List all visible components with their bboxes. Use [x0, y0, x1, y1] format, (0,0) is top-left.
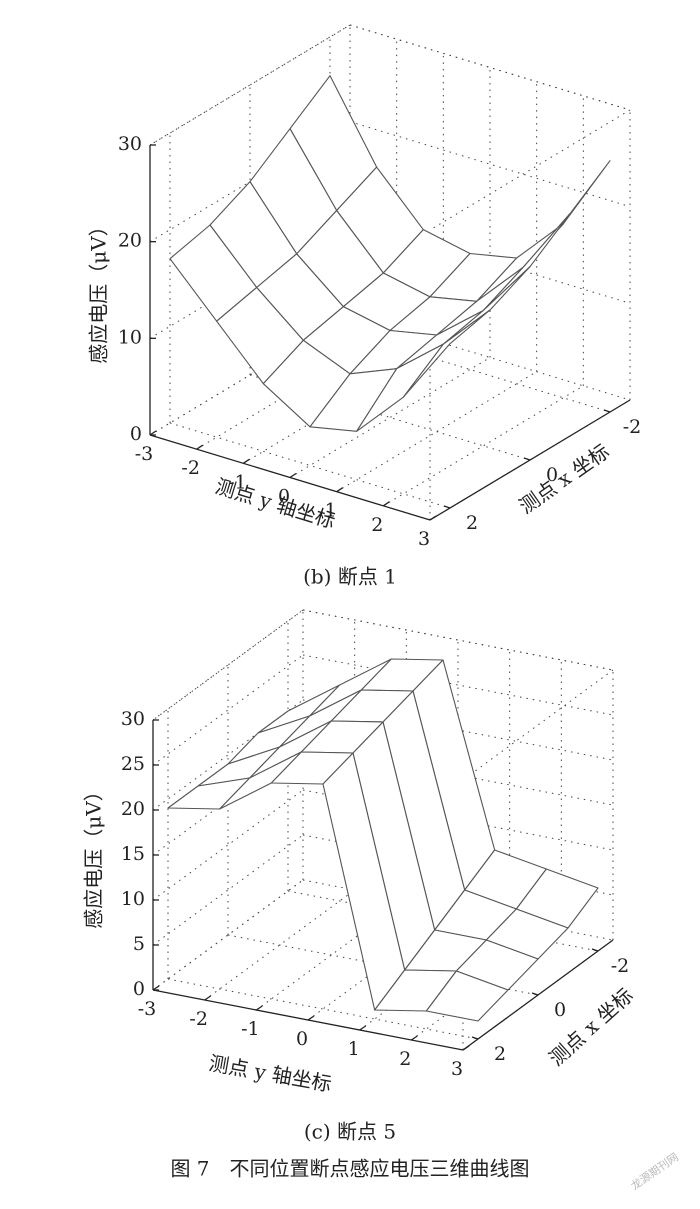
- x-tick: [471, 1036, 479, 1040]
- caption: (b) 断点 1: [303, 565, 397, 589]
- y-tick-label: -2: [181, 457, 200, 479]
- z-tick-label: 15: [121, 843, 145, 865]
- x-tick-label: -2: [623, 416, 642, 438]
- grid-line: [152, 609, 304, 721]
- z-tick-label: 10: [121, 888, 145, 910]
- box-edge: [152, 609, 304, 721]
- z-tick-label: 0: [133, 978, 145, 1000]
- x-tick: [443, 505, 451, 509]
- y-tick-label: 3: [418, 528, 430, 550]
- grid-line: [167, 978, 479, 1040]
- y-tick: [382, 501, 390, 507]
- x-tick: [523, 457, 531, 461]
- z-axis-label: 感应电压（μV）: [82, 781, 106, 928]
- z-tick-label: 20: [118, 230, 142, 252]
- grid-line: [302, 609, 614, 671]
- y-tick: [255, 1005, 263, 1011]
- box-edge: [302, 609, 614, 671]
- watermark: 龙源期刊网: [628, 1150, 681, 1193]
- z-tick-label: 0: [130, 423, 142, 445]
- grid-line: [287, 890, 599, 952]
- z-tick-label: 25: [121, 753, 145, 775]
- y-tick: [204, 995, 212, 1001]
- x-tick-label: 0: [554, 999, 566, 1021]
- caption: (c) 断点 5: [304, 1120, 396, 1144]
- z-tick-label: 10: [118, 326, 142, 348]
- grid-line: [227, 934, 539, 996]
- y-tick: [152, 985, 160, 991]
- box-edge: [462, 669, 614, 781]
- figure-caption: 图 7 不同位置断点感应电压三维曲线图: [170, 1157, 529, 1181]
- x-axis-label: 测点 x 坐标: [544, 983, 637, 1070]
- y-tick-label: -1: [241, 1018, 260, 1040]
- y-tick: [410, 1035, 418, 1041]
- y-tick: [196, 444, 204, 450]
- y-tick-label: -3: [138, 998, 157, 1020]
- y-tick: [359, 1025, 367, 1031]
- y-tick-label: -1: [228, 471, 247, 493]
- x-tick-label: -2: [611, 955, 630, 977]
- x-axis-label: 测点 x 坐标: [515, 439, 614, 518]
- grid-line: [302, 654, 614, 716]
- z-tick-label: 30: [121, 708, 145, 730]
- y-tick-label: 0: [296, 1028, 308, 1050]
- z-tick-label: 30: [118, 133, 142, 155]
- y-tick-label: 2: [399, 1048, 411, 1070]
- z-tick-label: 20: [121, 798, 145, 820]
- y-axis-label: 测点 y 轴坐标: [207, 1051, 333, 1096]
- grid-line: [169, 422, 451, 509]
- y-tick: [242, 458, 250, 464]
- y-tick-label: -3: [135, 443, 154, 465]
- y-tick-label: -2: [189, 1008, 208, 1030]
- z-tick-label: 5: [133, 933, 145, 955]
- y-tick: [429, 515, 437, 521]
- y-tick: [289, 472, 297, 479]
- y-tick-label: 0: [278, 486, 290, 508]
- y-tick: [307, 1015, 315, 1021]
- x-tick-label: 2: [494, 1043, 506, 1065]
- y-tick: [336, 487, 344, 493]
- x-tick: [603, 409, 611, 413]
- y-tick-label: 1: [325, 500, 337, 522]
- y-axis-label: 测点 y 轴坐标: [213, 474, 339, 533]
- y-tick: [462, 1045, 470, 1051]
- y-tick-label: 2: [371, 514, 383, 536]
- x-tick: [591, 948, 599, 952]
- box-edge: [429, 109, 631, 231]
- x-tick-label: 2: [466, 512, 478, 534]
- surface-patch: [402, 309, 491, 398]
- y-tick-label: 3: [451, 1058, 463, 1080]
- x-tick-label: 0: [546, 464, 558, 486]
- surface-patch: [425, 970, 509, 1022]
- y-tick-label: 1: [348, 1038, 360, 1060]
- y-tick: [149, 430, 157, 436]
- x-tick: [531, 992, 539, 996]
- z-axis-label: 感应电压（μV）: [87, 216, 111, 363]
